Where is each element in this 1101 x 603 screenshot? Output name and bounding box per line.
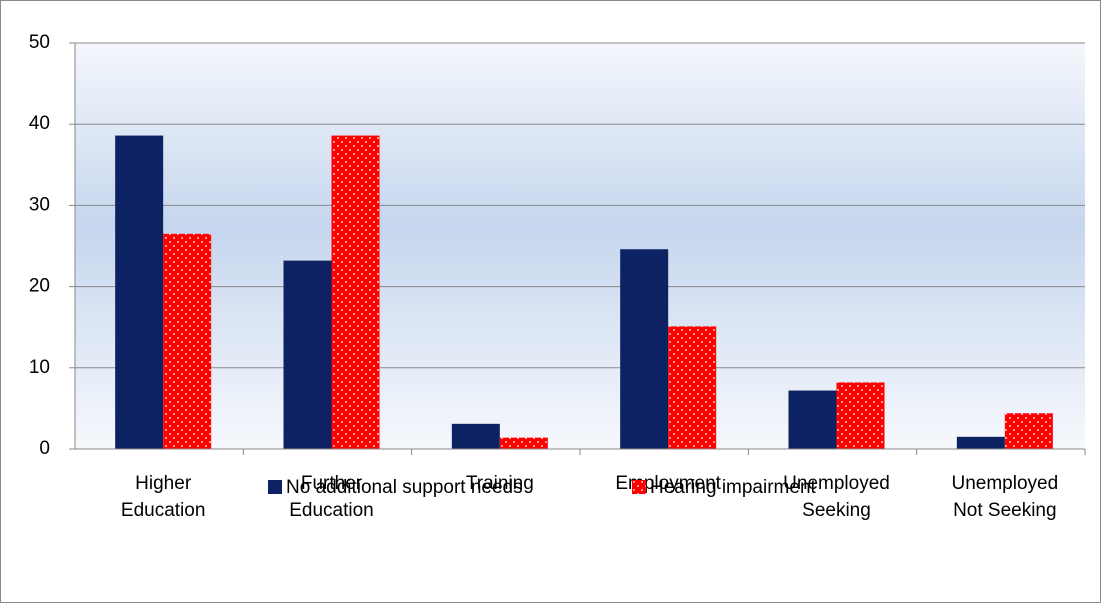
bar <box>620 249 669 449</box>
y-tick-label: 20 <box>29 276 50 297</box>
bar <box>115 135 164 449</box>
bar <box>1004 413 1053 449</box>
bar <box>956 436 1005 449</box>
bar <box>163 233 212 449</box>
y-tick-label: 50 <box>29 32 50 53</box>
x-tick-label: Unemployed <box>783 473 890 494</box>
x-tick-label: Higher <box>135 473 192 494</box>
bar <box>788 390 837 449</box>
x-tick-label: Education <box>121 500 206 521</box>
legend-label: No additional support needs <box>286 477 523 498</box>
x-tick-label: Not Seeking <box>953 500 1057 521</box>
legend-label: Hearing impairment <box>650 477 817 498</box>
bar <box>283 260 332 449</box>
x-tick-label: Further <box>301 473 363 494</box>
y-tick-label: 40 <box>29 113 50 134</box>
y-tick-label: 30 <box>29 194 50 215</box>
x-tick-label: Education <box>289 500 374 521</box>
bar <box>451 423 500 449</box>
legend-swatch <box>268 480 282 494</box>
y-tick-label: 0 <box>39 438 50 459</box>
x-tick-label: Training <box>466 473 534 494</box>
plot-area <box>75 43 1085 449</box>
bar <box>668 326 717 449</box>
bar <box>836 382 885 449</box>
legend-swatch <box>632 480 646 494</box>
bar <box>499 437 548 449</box>
x-tick-label: Seeking <box>802 500 871 521</box>
y-tick-label: 10 <box>29 357 50 378</box>
bar <box>331 135 380 449</box>
x-tick-label: Unemployed <box>951 473 1058 494</box>
